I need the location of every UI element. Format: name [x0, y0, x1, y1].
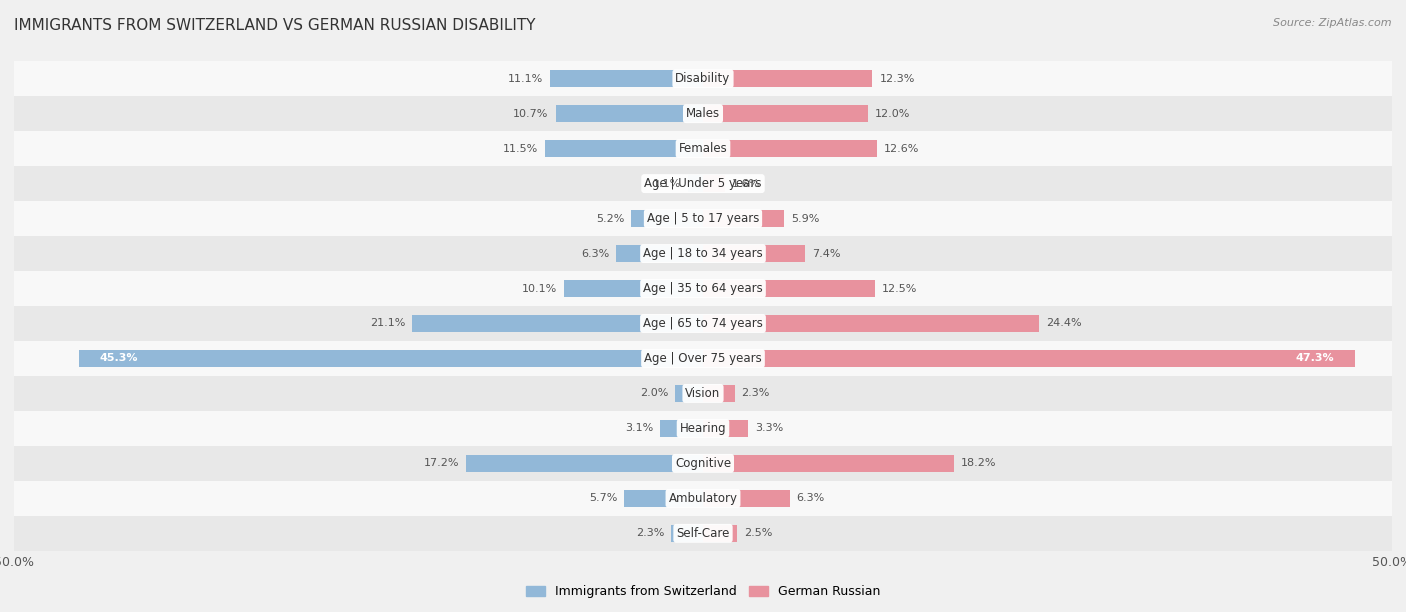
- Bar: [544, 140, 703, 157]
- Bar: [703, 70, 873, 88]
- Text: 7.4%: 7.4%: [811, 248, 841, 258]
- Bar: [703, 210, 785, 227]
- Text: 12.3%: 12.3%: [879, 73, 915, 84]
- Text: Age | 5 to 17 years: Age | 5 to 17 years: [647, 212, 759, 225]
- Bar: [703, 420, 748, 437]
- Text: 3.3%: 3.3%: [755, 424, 783, 433]
- Bar: [412, 315, 703, 332]
- Bar: [675, 385, 703, 402]
- Text: Vision: Vision: [685, 387, 721, 400]
- Text: 1.1%: 1.1%: [652, 179, 681, 188]
- FancyBboxPatch shape: [14, 341, 1392, 376]
- Text: Ambulatory: Ambulatory: [668, 492, 738, 505]
- Text: 45.3%: 45.3%: [100, 354, 138, 364]
- FancyBboxPatch shape: [14, 96, 1392, 131]
- Bar: [631, 210, 703, 227]
- Bar: [703, 385, 735, 402]
- FancyBboxPatch shape: [14, 131, 1392, 166]
- Text: 5.7%: 5.7%: [589, 493, 617, 503]
- FancyBboxPatch shape: [14, 376, 1392, 411]
- Text: 5.9%: 5.9%: [792, 214, 820, 223]
- FancyBboxPatch shape: [14, 236, 1392, 271]
- Text: Age | 65 to 74 years: Age | 65 to 74 years: [643, 317, 763, 330]
- FancyBboxPatch shape: [14, 411, 1392, 446]
- Text: 18.2%: 18.2%: [960, 458, 997, 468]
- Text: 12.6%: 12.6%: [883, 144, 920, 154]
- Bar: [703, 105, 869, 122]
- Text: 17.2%: 17.2%: [423, 458, 460, 468]
- Text: 2.5%: 2.5%: [744, 528, 773, 539]
- FancyBboxPatch shape: [14, 446, 1392, 481]
- Text: IMMIGRANTS FROM SWITZERLAND VS GERMAN RUSSIAN DISABILITY: IMMIGRANTS FROM SWITZERLAND VS GERMAN RU…: [14, 18, 536, 34]
- Text: 11.1%: 11.1%: [508, 73, 543, 84]
- FancyBboxPatch shape: [14, 61, 1392, 96]
- Bar: [616, 245, 703, 263]
- Bar: [703, 280, 875, 297]
- Text: Age | 35 to 64 years: Age | 35 to 64 years: [643, 282, 763, 295]
- Text: Disability: Disability: [675, 72, 731, 85]
- Bar: [703, 175, 725, 192]
- Text: 6.3%: 6.3%: [581, 248, 609, 258]
- Text: 24.4%: 24.4%: [1046, 318, 1081, 329]
- Bar: [564, 280, 703, 297]
- Text: 10.7%: 10.7%: [513, 109, 548, 119]
- Bar: [550, 70, 703, 88]
- Bar: [555, 105, 703, 122]
- Text: Age | Over 75 years: Age | Over 75 years: [644, 352, 762, 365]
- Bar: [703, 455, 953, 472]
- Text: 5.2%: 5.2%: [596, 214, 624, 223]
- Text: 2.0%: 2.0%: [640, 389, 669, 398]
- Bar: [703, 245, 806, 263]
- Bar: [671, 524, 703, 542]
- Text: Hearing: Hearing: [679, 422, 727, 435]
- Text: Age | Under 5 years: Age | Under 5 years: [644, 177, 762, 190]
- FancyBboxPatch shape: [14, 516, 1392, 551]
- Bar: [703, 349, 1355, 367]
- Text: 12.5%: 12.5%: [882, 283, 918, 294]
- Text: Cognitive: Cognitive: [675, 457, 731, 470]
- Text: 47.3%: 47.3%: [1295, 354, 1334, 364]
- Bar: [624, 490, 703, 507]
- Text: 2.3%: 2.3%: [636, 528, 665, 539]
- Text: 10.1%: 10.1%: [522, 283, 557, 294]
- Text: 12.0%: 12.0%: [875, 109, 911, 119]
- Bar: [465, 455, 703, 472]
- Text: 2.3%: 2.3%: [741, 389, 770, 398]
- Text: 11.5%: 11.5%: [502, 144, 537, 154]
- Bar: [703, 524, 738, 542]
- Text: Females: Females: [679, 142, 727, 155]
- Text: 1.6%: 1.6%: [733, 179, 761, 188]
- Text: 21.1%: 21.1%: [370, 318, 405, 329]
- Bar: [661, 420, 703, 437]
- Bar: [703, 315, 1039, 332]
- FancyBboxPatch shape: [14, 166, 1392, 201]
- Bar: [703, 490, 790, 507]
- Bar: [703, 140, 876, 157]
- Text: 6.3%: 6.3%: [797, 493, 825, 503]
- Text: 3.1%: 3.1%: [626, 424, 654, 433]
- Text: Age | 18 to 34 years: Age | 18 to 34 years: [643, 247, 763, 260]
- FancyBboxPatch shape: [14, 481, 1392, 516]
- Text: Self-Care: Self-Care: [676, 527, 730, 540]
- FancyBboxPatch shape: [14, 306, 1392, 341]
- Text: Males: Males: [686, 107, 720, 120]
- Bar: [79, 349, 703, 367]
- FancyBboxPatch shape: [14, 201, 1392, 236]
- Text: Source: ZipAtlas.com: Source: ZipAtlas.com: [1274, 18, 1392, 28]
- FancyBboxPatch shape: [14, 271, 1392, 306]
- Bar: [688, 175, 703, 192]
- Legend: Immigrants from Switzerland, German Russian: Immigrants from Switzerland, German Russ…: [522, 580, 884, 603]
